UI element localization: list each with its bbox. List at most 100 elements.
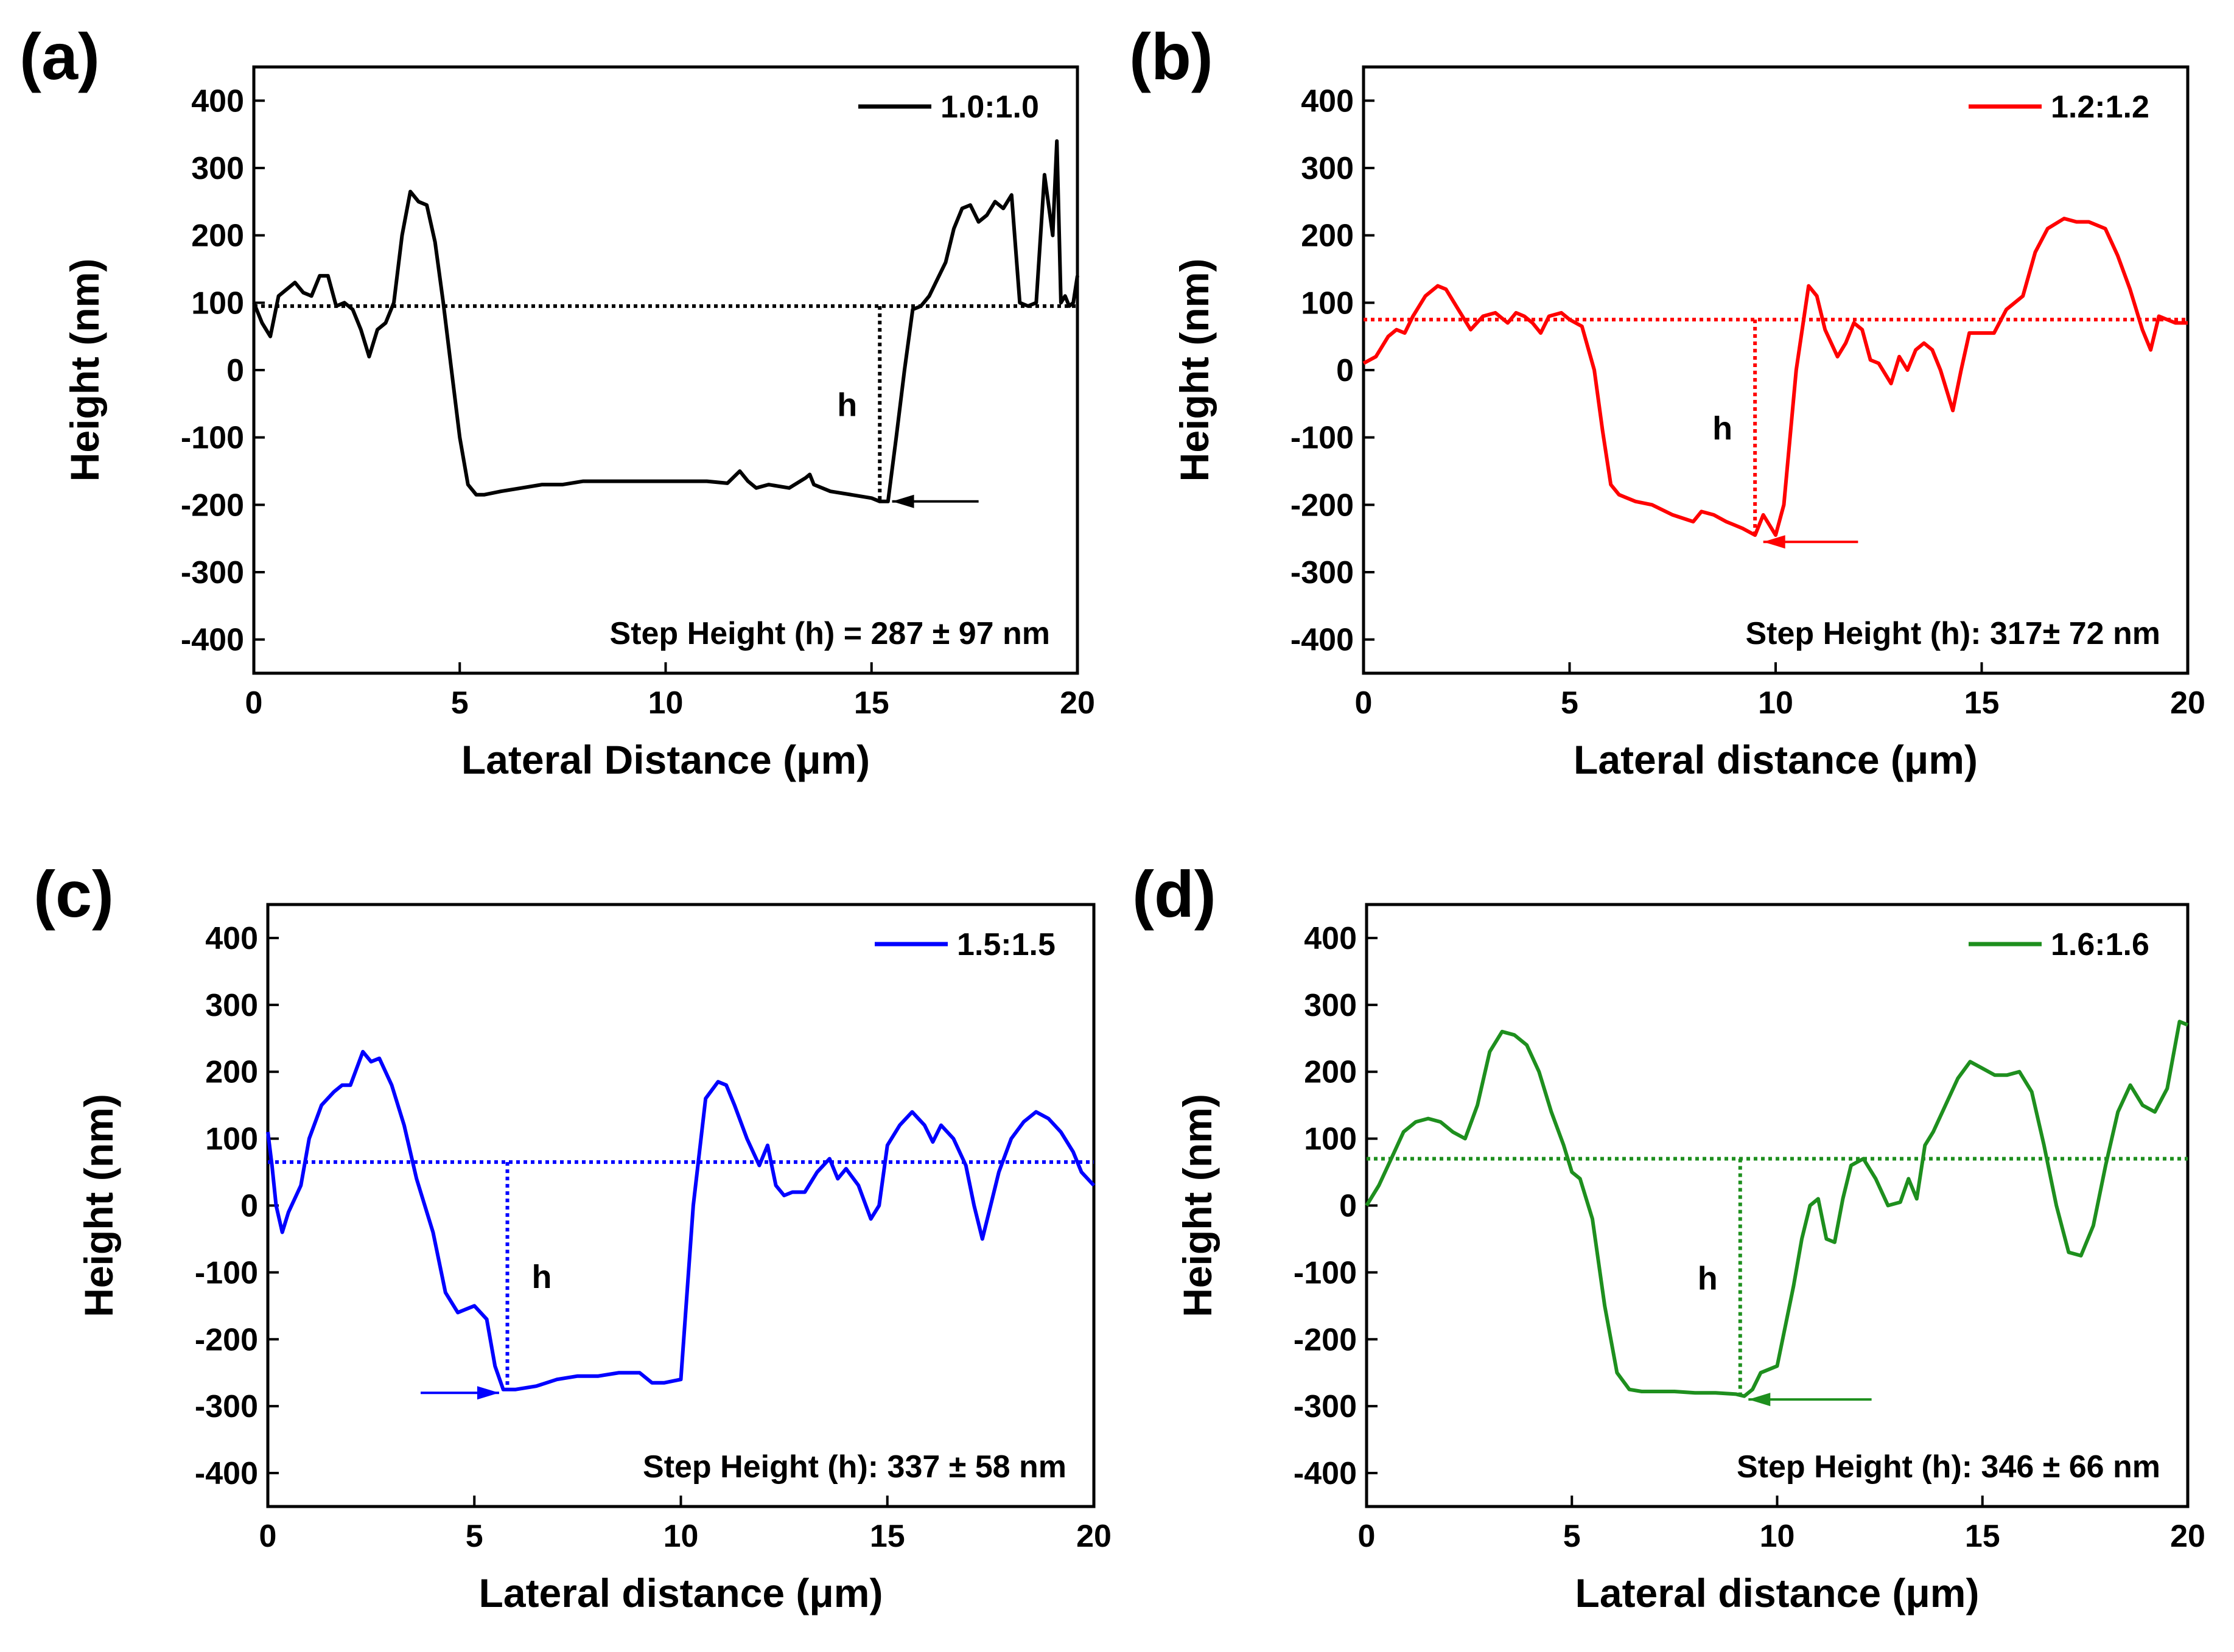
legend-label: 1.2:1.2 [2051,89,2149,125]
x-tick-label: 15 [1964,685,2000,721]
panel-label: (d) [1132,857,1216,931]
arrow-head [892,494,914,508]
y-tick-label: 200 [191,219,244,254]
x-tick-label: 10 [664,1519,699,1554]
h-label: h [1698,1261,1718,1297]
y-tick-label: 0 [1336,353,1354,388]
legend-label: 1.0:1.0 [940,89,1039,125]
arrow-head [1748,1393,1771,1407]
x-tick-label: 0 [245,685,263,721]
legend: 1.5:1.5 [875,927,1056,962]
y-tick-label: 100 [191,285,244,321]
x-axis-title: Lateral distance (μm) [1574,737,1978,782]
y-tick-label: 400 [205,921,258,956]
chart-panel-4: -400 -300 -200 -100 0 100 200 300 400 0 5 10 15 20 Lat… [1132,857,2205,1615]
y-tick-label: 0 [240,1189,258,1224]
y-tick-label: 300 [205,988,258,1023]
y-tick-label: -100 [1290,421,1354,456]
data-line [266,1049,1096,1391]
arrow-head [1763,535,1785,549]
x-axis-title: Lateral distance (μm) [479,1570,883,1615]
y-axis-title: Height (nm) [1172,259,1217,482]
y-tick-label: 400 [1301,83,1354,119]
x-tick-label: 5 [466,1519,483,1554]
y-tick-label: -100 [181,421,244,456]
data-line [1365,1020,2189,1398]
x-tick-label: 5 [1563,1519,1581,1554]
x-tick-label: 10 [1760,1519,1795,1554]
y-tick-label: 400 [191,83,244,119]
step-height-annotation: Step Height (h): 337 ± 58 nm [643,1449,1066,1485]
x-tick-label: 20 [2170,685,2205,721]
x-tick-label: 5 [451,685,469,721]
step-height-annotation: Step Height (h) = 287 ± 97 nm [610,616,1050,651]
y-tick-label: -200 [1294,1322,1357,1357]
chart-panel-1: -400 -300 -200 -100 0 100 200 300 400 0 5 10 15 20 Lat… [19,19,1095,782]
y-tick-label: -300 [1290,555,1354,590]
x-tick-label: 15 [870,1519,905,1554]
y-tick-label: 300 [1304,988,1357,1023]
x-axis-title: Lateral distance (μm) [1575,1570,1980,1615]
panel-label: (a) [19,19,100,93]
y-tick-label: -200 [181,488,244,523]
plot-frame [252,65,1079,675]
legend-label: 1.5:1.5 [957,927,1056,962]
x-tick-label: 15 [1965,1519,2000,1554]
y-tick-label: -200 [195,1322,258,1357]
y-tick-label: 100 [1304,1122,1357,1157]
x-tick-label: 20 [2170,1519,2205,1554]
y-tick-label: 200 [205,1055,258,1090]
y-tick-label: 300 [191,151,244,186]
y-tick-label: 200 [1304,1055,1357,1090]
x-tick-label: 0 [259,1519,277,1554]
step-height-annotation: Step Height (h): 317± 72 nm [1745,616,2160,651]
data-line [1362,217,2188,537]
y-tick-label: -400 [195,1456,258,1491]
x-tick-label: 5 [1561,685,1578,721]
data-line [252,139,1079,503]
y-tick-label: 100 [205,1122,258,1157]
x-tick-label: 0 [1358,1519,1376,1554]
y-tick-label: 200 [1301,219,1354,254]
y-axis-title: Height (nm) [76,1094,121,1317]
plot-frame [1365,903,2190,1508]
y-tick-label: 300 [1301,151,1354,186]
x-tick-label: 20 [1060,685,1095,721]
y-tick-label: 0 [226,353,244,388]
y-tick-label: -300 [1294,1389,1357,1424]
x-tick-label: 20 [1076,1519,1112,1554]
legend: 1.6:1.6 [1969,927,2149,962]
y-tick-label: 0 [1339,1189,1357,1224]
plot-frame [266,903,1096,1508]
arrow-head [477,1386,499,1400]
legend: 1.2:1.2 [1969,89,2149,125]
x-tick-label: 0 [1355,685,1373,721]
y-axis-title: Height (nm) [1175,1094,1220,1317]
x-axis-title: Lateral Distance (μm) [461,737,870,782]
h-label: h [532,1259,552,1295]
x-tick-label: 15 [854,685,889,721]
y-tick-label: -400 [1294,1456,1357,1491]
y-tick-label: 400 [1304,921,1357,956]
h-label: h [1712,410,1732,447]
y-axis-title: Height (nm) [62,259,107,482]
legend: 1.0:1.0 [858,89,1039,125]
y-tick-label: -400 [1290,623,1354,658]
h-label: h [837,387,857,423]
x-tick-label: 10 [648,685,684,721]
chart-panel-3: -400 -300 -200 -100 0 100 200 300 400 0 5 10 15 20 Lat… [33,857,1112,1615]
x-tick-label: 10 [1758,685,1793,721]
y-tick-label: -300 [195,1389,258,1424]
step-height-annotation: Step Height (h): 346 ± 66 nm [1737,1449,2160,1485]
y-tick-label: -400 [181,623,244,658]
chart-panel-2: -400 -300 -200 -100 0 100 200 300 400 0 5 10 15 20 Lat… [1129,19,2205,782]
y-tick-label: -300 [181,555,244,590]
y-tick-label: 100 [1301,285,1354,321]
panel-label: (b) [1129,19,1213,93]
y-tick-label: -200 [1290,488,1354,523]
y-tick-label: -100 [195,1255,258,1290]
y-tick-label: -100 [1294,1255,1357,1290]
panel-label: (c) [33,857,114,931]
